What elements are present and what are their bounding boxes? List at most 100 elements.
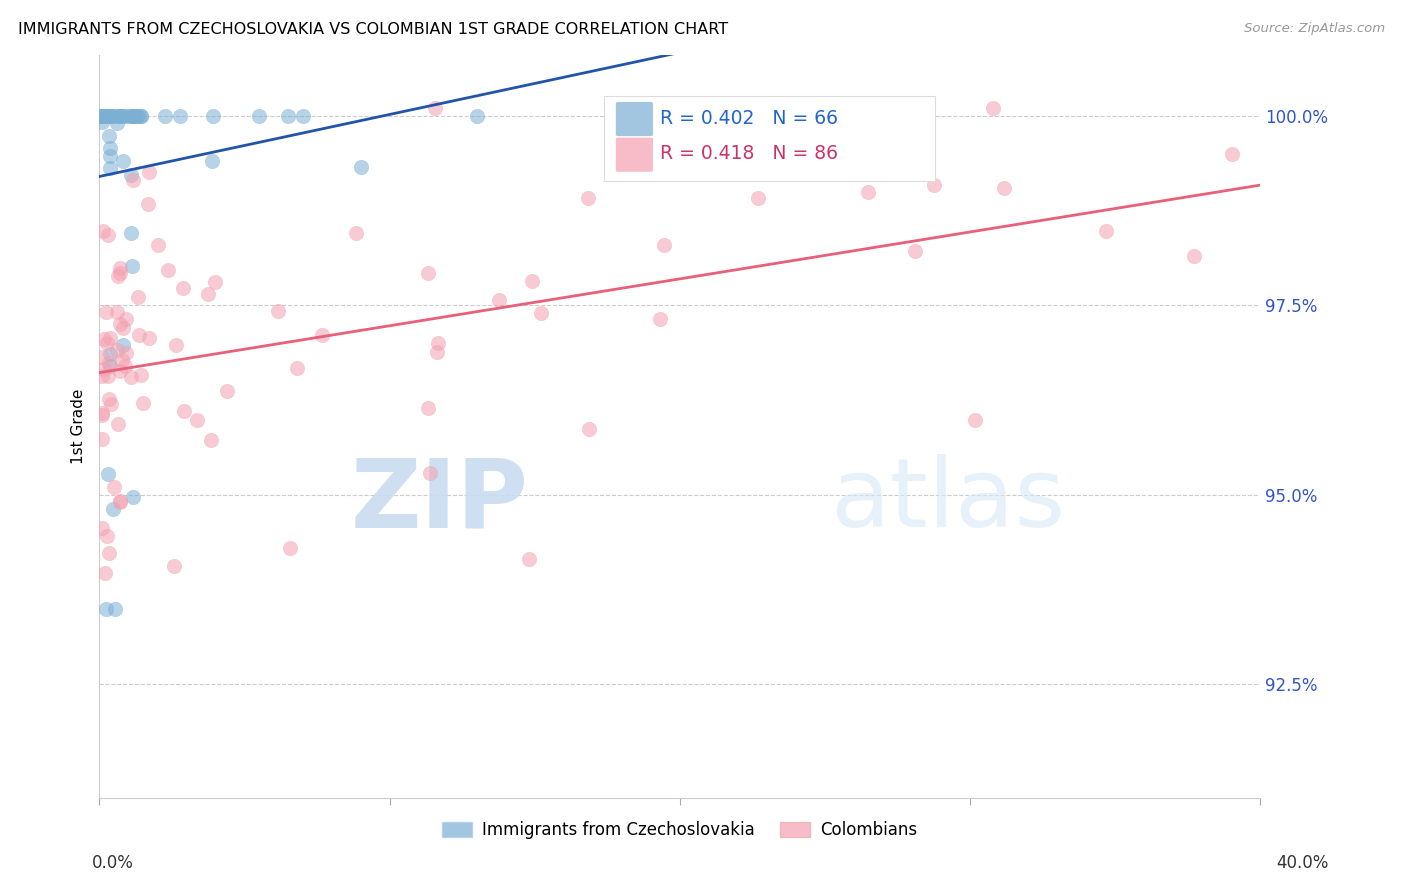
Y-axis label: 1st Grade: 1st Grade xyxy=(72,389,86,465)
Point xyxy=(94,601,117,615)
Point xyxy=(115,346,138,360)
Point xyxy=(1220,147,1243,161)
Point xyxy=(648,312,671,326)
Point xyxy=(186,413,208,427)
Point xyxy=(118,109,141,123)
Point xyxy=(91,109,114,123)
Point xyxy=(94,109,117,123)
Text: Source: ZipAtlas.com: Source: ZipAtlas.com xyxy=(1244,22,1385,36)
Point xyxy=(97,369,120,384)
Point xyxy=(94,109,117,123)
Text: IMMIGRANTS FROM CZECHOSLOVAKIA VS COLOMBIAN 1ST GRADE CORRELATION CHART: IMMIGRANTS FROM CZECHOSLOVAKIA VS COLOMB… xyxy=(18,22,728,37)
Point xyxy=(993,181,1015,195)
Point xyxy=(107,269,129,284)
Point xyxy=(291,109,314,123)
Point xyxy=(91,408,114,422)
Point xyxy=(100,109,122,123)
Point xyxy=(98,149,121,163)
Point xyxy=(98,347,121,361)
Point xyxy=(981,101,1004,115)
Point xyxy=(128,109,150,123)
Point xyxy=(98,359,121,373)
Point xyxy=(103,480,125,494)
Point xyxy=(97,109,120,123)
Point xyxy=(108,317,131,331)
Point xyxy=(100,396,122,410)
Point xyxy=(97,227,120,242)
Point xyxy=(91,521,114,535)
Point xyxy=(169,109,191,123)
Point xyxy=(778,149,800,163)
Point xyxy=(91,109,114,123)
Point xyxy=(426,344,449,359)
Point xyxy=(112,338,135,352)
Point xyxy=(93,109,115,123)
Point xyxy=(172,281,194,295)
Point xyxy=(91,368,114,383)
Point xyxy=(419,467,441,481)
Point xyxy=(122,109,145,123)
Point xyxy=(96,529,118,543)
FancyBboxPatch shape xyxy=(616,102,652,136)
Point xyxy=(138,165,160,179)
Point xyxy=(530,306,553,320)
Point xyxy=(117,109,139,123)
Point xyxy=(96,335,118,350)
Point xyxy=(197,287,219,301)
Point xyxy=(146,238,169,252)
Point xyxy=(121,173,143,187)
Point xyxy=(115,312,138,326)
Point xyxy=(344,226,367,240)
Point xyxy=(247,109,270,123)
Text: atlas: atlas xyxy=(831,454,1066,548)
Point xyxy=(128,328,150,343)
Point xyxy=(97,128,120,143)
Text: R = 0.402   N = 66: R = 0.402 N = 66 xyxy=(659,109,838,128)
Point xyxy=(91,432,114,446)
Point xyxy=(122,109,145,123)
Point xyxy=(91,109,114,123)
Point xyxy=(277,109,299,123)
Point xyxy=(200,153,222,168)
Point xyxy=(121,109,143,123)
Point xyxy=(105,304,128,318)
Point xyxy=(136,197,159,211)
Point xyxy=(163,558,186,573)
Point xyxy=(120,369,142,384)
Point xyxy=(423,101,446,115)
Point xyxy=(278,541,301,555)
Point xyxy=(138,331,160,345)
Point xyxy=(654,238,676,252)
Text: R = 0.418   N = 86: R = 0.418 N = 86 xyxy=(659,145,838,163)
Point xyxy=(104,601,127,615)
Point xyxy=(747,191,769,205)
Point xyxy=(97,467,120,482)
Point xyxy=(93,332,115,346)
Point xyxy=(93,361,115,376)
Point xyxy=(578,422,600,436)
Point xyxy=(107,417,129,431)
Point xyxy=(96,109,118,123)
Point xyxy=(98,141,121,155)
Point xyxy=(122,490,145,504)
FancyBboxPatch shape xyxy=(616,137,652,172)
Point xyxy=(465,109,488,123)
Point xyxy=(132,395,155,409)
Point xyxy=(202,109,225,123)
Point xyxy=(111,109,134,123)
Point xyxy=(121,259,143,273)
Point xyxy=(1095,224,1118,238)
Point xyxy=(98,331,121,345)
Point xyxy=(108,260,131,275)
Point xyxy=(98,356,121,370)
Point xyxy=(111,154,134,169)
Point xyxy=(91,406,114,420)
Point xyxy=(127,290,149,304)
Point xyxy=(97,547,120,561)
Point xyxy=(98,161,121,176)
Point xyxy=(576,191,599,205)
Point xyxy=(285,361,308,376)
Point xyxy=(520,274,543,288)
Point xyxy=(517,552,540,566)
Point xyxy=(200,433,222,447)
